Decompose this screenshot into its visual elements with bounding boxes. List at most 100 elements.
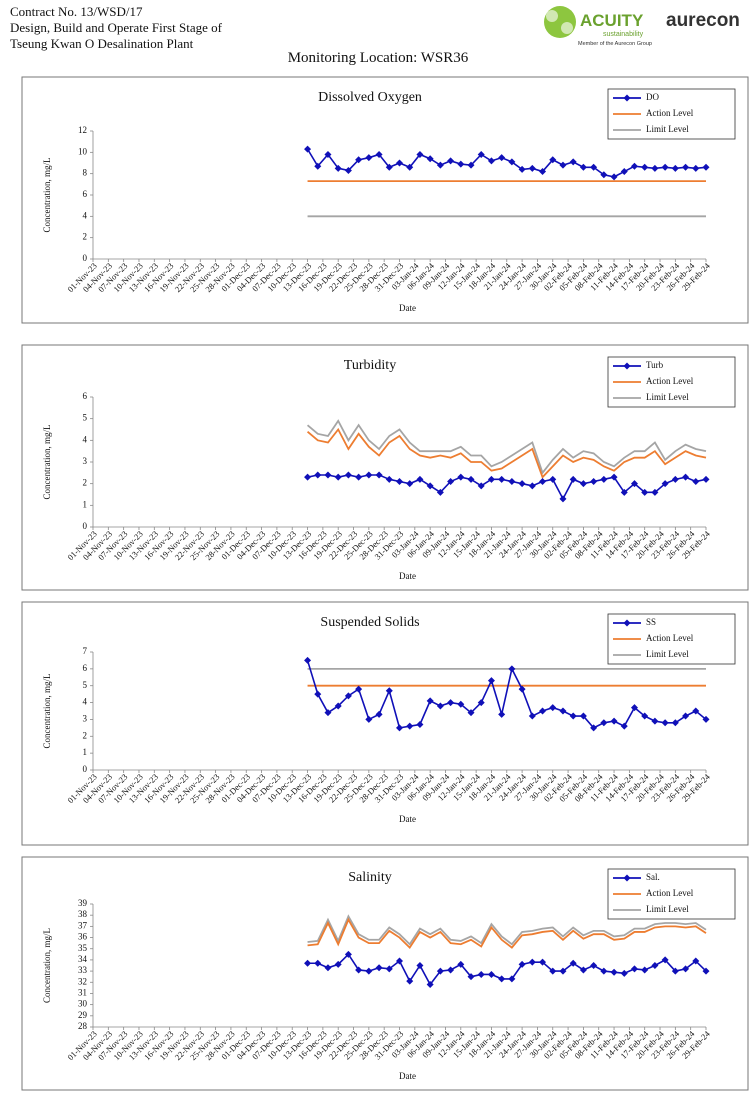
legend-label: Action Level xyxy=(646,108,694,118)
y-tick-label: 7 xyxy=(83,646,88,656)
data-point xyxy=(549,704,557,712)
data-point xyxy=(385,475,393,483)
data-point xyxy=(385,965,393,973)
data-point xyxy=(692,707,700,715)
data-point xyxy=(334,164,342,172)
data-point xyxy=(671,164,679,172)
data-point xyxy=(436,702,444,710)
data-point xyxy=(641,488,649,496)
data-point xyxy=(630,965,638,973)
data-point xyxy=(600,171,608,179)
data-point xyxy=(692,478,700,485)
y-tick-label: 0 xyxy=(83,521,88,531)
data-point xyxy=(549,475,557,483)
data-point xyxy=(375,471,383,479)
data-point xyxy=(661,163,669,171)
series-line xyxy=(306,427,707,479)
data-point xyxy=(518,960,526,968)
data-point xyxy=(304,145,312,153)
logo-circle xyxy=(544,6,576,38)
data-point xyxy=(702,475,710,483)
y-tick-label: 30 xyxy=(78,999,88,1009)
data-point xyxy=(334,473,342,481)
y-axis-label: Concentration, mg/L xyxy=(42,674,52,749)
logo-member: Member of the Aurecon Group xyxy=(578,41,652,47)
y-tick-label: 10 xyxy=(78,146,88,156)
data-point xyxy=(314,471,322,479)
data-point xyxy=(436,161,444,169)
data-point xyxy=(396,957,403,965)
page-title: Monitoring Location: WSR36 xyxy=(288,50,469,66)
y-tick-label: 34 xyxy=(78,954,88,964)
y-tick-label: 33 xyxy=(78,965,88,975)
y-tick-label: 4 xyxy=(83,210,88,220)
data-point xyxy=(406,977,414,985)
x-axis-label: Date xyxy=(399,1071,416,1081)
data-point xyxy=(579,712,587,720)
data-point xyxy=(365,154,373,162)
data-point xyxy=(477,970,485,978)
y-tick-label: 1 xyxy=(83,499,88,509)
data-point xyxy=(426,981,434,989)
y-tick-label: 29 xyxy=(78,1010,88,1020)
data-point xyxy=(590,724,598,732)
y-tick-label: 5 xyxy=(83,413,88,423)
data-point xyxy=(579,163,587,171)
data-point xyxy=(487,970,495,978)
series-line xyxy=(307,953,707,986)
data-point xyxy=(651,164,659,172)
data-point xyxy=(447,478,455,485)
data-point xyxy=(457,700,465,708)
data-point xyxy=(436,967,444,975)
data-point xyxy=(324,709,332,717)
data-point xyxy=(692,164,700,172)
data-point xyxy=(641,163,649,171)
data-point xyxy=(375,150,383,158)
y-tick-label: 0 xyxy=(83,253,88,263)
legend-label: Limit Level xyxy=(646,904,689,914)
data-point xyxy=(467,709,475,717)
data-point xyxy=(549,156,557,164)
data-point xyxy=(702,967,710,975)
y-tick-label: 39 xyxy=(78,898,88,908)
data-point xyxy=(304,473,312,481)
data-point xyxy=(385,687,393,695)
data-point xyxy=(671,719,679,727)
series-line xyxy=(307,914,707,946)
data-point xyxy=(671,967,679,975)
data-point xyxy=(651,488,659,496)
data-point xyxy=(426,482,434,490)
data-point xyxy=(610,173,618,181)
data-point xyxy=(590,163,598,171)
y-tick-label: 8 xyxy=(83,168,88,178)
data-point xyxy=(539,478,547,485)
x-axis-label: Date xyxy=(399,814,416,824)
data-point xyxy=(457,960,465,968)
data-point xyxy=(508,975,516,983)
data-point xyxy=(396,478,403,485)
series-line xyxy=(306,660,707,729)
data-point xyxy=(549,967,557,975)
data-point xyxy=(406,722,414,730)
data-point xyxy=(559,495,567,503)
data-point xyxy=(416,720,424,728)
data-point xyxy=(498,975,506,983)
series-line xyxy=(307,917,707,950)
data-point xyxy=(651,962,659,969)
y-tick-label: 2 xyxy=(83,478,88,488)
data-point xyxy=(477,150,485,158)
data-point xyxy=(579,480,587,488)
data-point xyxy=(590,962,598,969)
logo-text: ACUITY xyxy=(580,11,644,30)
data-point xyxy=(559,161,567,169)
data-point xyxy=(518,480,526,488)
y-tick-label: 31 xyxy=(78,988,87,998)
data-point xyxy=(334,702,342,710)
y-tick-label: 1 xyxy=(83,747,88,757)
data-point xyxy=(682,712,690,720)
y-tick-label: 6 xyxy=(83,391,88,401)
y-tick-label: 28 xyxy=(78,1021,88,1031)
legend-label: Limit Level xyxy=(646,392,689,402)
legend-label: Action Level xyxy=(646,633,694,643)
acuity-logo: ACUITY sustainability Member of the Aure… xyxy=(544,6,652,47)
